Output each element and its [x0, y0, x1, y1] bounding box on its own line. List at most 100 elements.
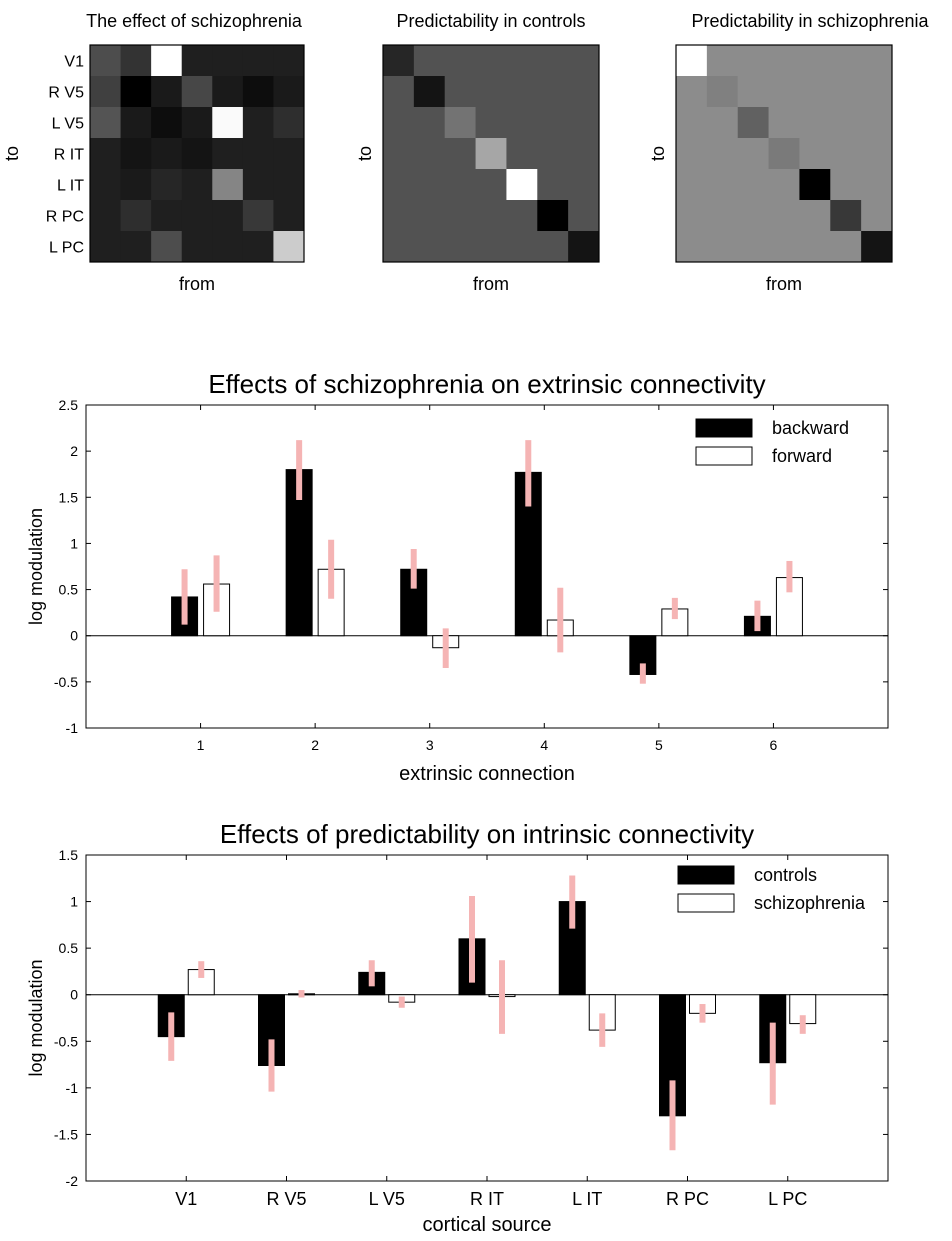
heatmap-cell — [383, 45, 415, 77]
heatmap-cell — [537, 200, 569, 232]
y-tick-label: -1 — [66, 1080, 79, 1096]
heatmap-cell — [120, 169, 152, 201]
heatmap-cell — [537, 231, 569, 263]
heatmap-cell — [706, 138, 739, 170]
heatmap-frame — [89, 44, 305, 263]
heatmap-cell — [799, 45, 831, 77]
heatmap-cell — [676, 107, 708, 139]
heatmap-cell — [768, 107, 800, 139]
x-tick-label: R IT — [470, 1189, 504, 1209]
heatmap-cell — [475, 107, 507, 139]
heatmap-cell — [706, 231, 739, 263]
heatmap-cell — [120, 200, 152, 232]
heatmap-cell — [383, 107, 415, 139]
heatmap-cell — [242, 138, 274, 170]
heatmap-cell — [768, 231, 800, 263]
heatmap-cell — [90, 169, 122, 201]
heatmap-cell — [737, 200, 770, 232]
heatmap-cell — [413, 45, 446, 77]
x-tick-label: 4 — [540, 737, 548, 753]
heatmap-cell — [181, 138, 213, 170]
heatmap-cell — [537, 169, 569, 201]
heatmap-cell — [273, 107, 305, 139]
heatmap-cell — [568, 169, 600, 201]
heatmap-cell — [737, 76, 770, 108]
heatmap-cell — [181, 200, 213, 232]
heatmap-cell — [151, 76, 183, 108]
heatmap-cell — [737, 138, 770, 170]
heatmap-cell — [537, 138, 569, 170]
y-tick-label: 0 — [70, 628, 78, 644]
heatmap-cell — [212, 107, 244, 139]
heatmap-cell — [242, 45, 274, 77]
heatmap-cell — [861, 231, 893, 263]
plot-frame — [85, 404, 889, 729]
x-tick-label: 1 — [197, 737, 205, 753]
heatmap-cell — [273, 200, 305, 232]
y-tick-label: -0.5 — [54, 1033, 78, 1049]
heatmap-cell — [242, 200, 274, 232]
heatmap-1: The effect of schizophrenia V1 R V5 L V5 R I… — [2, 11, 305, 294]
heatmap-cell — [768, 45, 800, 77]
heatmap-cell — [676, 169, 708, 201]
heatmap-cell — [444, 169, 477, 201]
heatmap-ylabel: to — [355, 146, 375, 161]
heatmap-cell — [830, 169, 862, 201]
heatmap-title: The effect of schizophrenia — [86, 11, 303, 31]
heatmap-cell — [383, 231, 415, 263]
x-axis-label: extrinsic connection — [399, 763, 575, 785]
heatmap-cell — [90, 231, 122, 263]
heatmap-cell — [861, 76, 893, 108]
heatmap-title: Predictability in controls — [396, 11, 585, 31]
heatmap-cell — [273, 138, 305, 170]
heatmap-cell — [676, 231, 708, 263]
heatmap-cell — [861, 45, 893, 77]
legend-label-controls: controls — [754, 865, 817, 885]
heatmap-cell — [830, 200, 862, 232]
heatmap-cell — [120, 138, 152, 170]
heatmap-cell — [768, 138, 800, 170]
legend-swatch-schizophrenia — [677, 893, 735, 913]
heatmap-cell — [568, 45, 600, 77]
heatmap-cell — [799, 200, 831, 232]
heatmap-cell — [506, 200, 538, 232]
heatmap-cell — [120, 107, 152, 139]
x-axis-label: cortical source — [423, 1214, 552, 1236]
y-tick-label: 0.5 — [59, 582, 79, 598]
heatmap-cell — [444, 76, 477, 108]
legend-swatch-controls — [677, 865, 735, 885]
x-tick-label: 3 — [426, 737, 434, 753]
heatmap-cell — [737, 169, 770, 201]
heatmap-cell — [90, 45, 122, 77]
heatmap-cell — [830, 231, 862, 263]
heatmap-cell — [799, 107, 831, 139]
x-tick-label: 2 — [311, 737, 319, 753]
heatmap-cell — [413, 107, 446, 139]
x-tick-label: 5 — [655, 737, 663, 753]
heatmap-cell — [506, 231, 538, 263]
heatmap-xlabel: from — [179, 274, 215, 294]
heatmap-xlabel: from — [766, 274, 802, 294]
heatmap-cell — [212, 200, 244, 232]
heatmap-cell — [799, 76, 831, 108]
heatmap-cell — [120, 45, 152, 77]
heatmap-cell — [830, 76, 862, 108]
heatmap-row-label: L PC — [49, 240, 84, 257]
x-tick-label: L V5 — [369, 1189, 405, 1209]
y-axis-label: log modulation — [26, 508, 46, 625]
heatmap-cell — [506, 76, 538, 108]
intrinsic-connectivity-chart: Effects of predictability on intrinsic c… — [26, 819, 889, 1236]
chart-title: Effects of schizophrenia on extrinsic co… — [208, 369, 765, 399]
y-tick-label: 1 — [70, 894, 78, 910]
heatmap-cell — [242, 107, 274, 139]
heatmap-cell — [676, 138, 708, 170]
heatmap-cell — [120, 231, 152, 263]
y-tick-label: -1 — [66, 720, 79, 736]
y-tick-label: 1.5 — [59, 847, 79, 863]
heatmap-cell — [737, 45, 770, 77]
heatmap-cell — [242, 169, 274, 201]
heatmap-cell — [383, 76, 415, 108]
heatmap-cell — [830, 107, 862, 139]
heatmap-cell — [861, 138, 893, 170]
heatmap-cell — [568, 107, 600, 139]
